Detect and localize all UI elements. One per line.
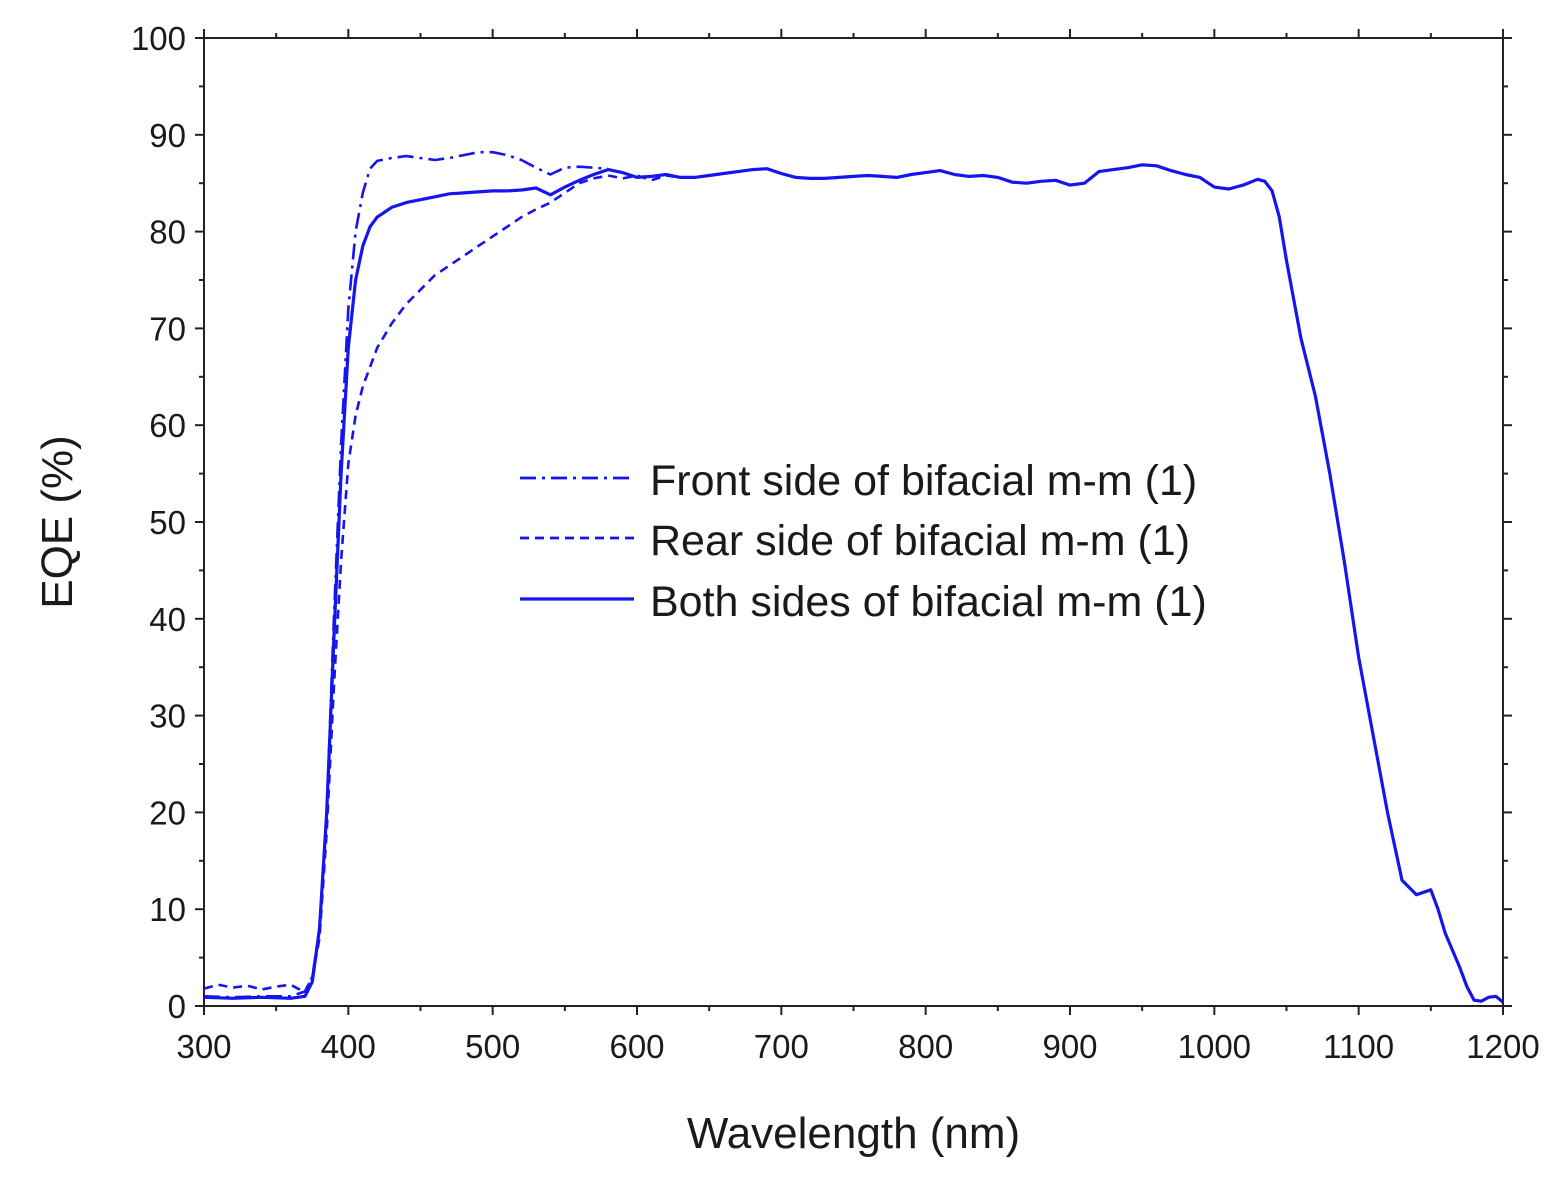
y-tick-label: 0 [168,988,186,1025]
y-axis-ticks: 0 10 20 30 40 50 60 70 80 90 100 [131,20,1512,1025]
y-tick-label: 90 [149,117,186,154]
series-line-solid [203,163,1505,1004]
x-tick-label: 600 [609,1028,664,1065]
y-tick-label: 50 [149,504,186,541]
legend-label: Rear side of bifacial m-m (1) [650,517,1190,565]
legend-label: Front side of bifacial m-m (1) [650,457,1197,505]
series-line-dashdot [203,150,609,999]
x-tick-label: 800 [898,1028,953,1065]
legend-label: Both sides of bifacial m-m (1) [650,578,1207,626]
x-tick-label: 1200 [1466,1028,1539,1065]
x-tick-label: 1100 [1323,1028,1394,1065]
y-tick-label: 40 [149,601,186,638]
y-axis-title: EQE (%) [33,435,82,609]
y-tick-label: 30 [149,698,186,735]
y-tick-label: 60 [149,407,186,444]
x-tick-label: 300 [176,1028,231,1065]
x-tick-label: 400 [321,1028,376,1065]
series-lines [203,150,1505,1004]
y-tick-label: 10 [149,891,186,928]
x-axis-title: Wavelength (nm) [687,1109,1020,1158]
x-tick-label: 900 [1042,1028,1097,1065]
series-line-dash [203,174,681,993]
x-tick-label: 700 [754,1028,809,1065]
x-axis-ticks: 300 400 500 600 700 800 900 1000 1100 1200 [176,29,1540,1065]
legend: Front side of bifacial m-m (1) Rear side … [520,457,1207,626]
y-tick-label: 20 [149,794,186,831]
y-tick-label: 100 [131,20,186,57]
x-tick-label: 1000 [1178,1028,1251,1065]
y-tick-label: 80 [149,214,186,251]
x-tick-label: 500 [465,1028,520,1065]
y-tick-label: 70 [149,310,186,347]
